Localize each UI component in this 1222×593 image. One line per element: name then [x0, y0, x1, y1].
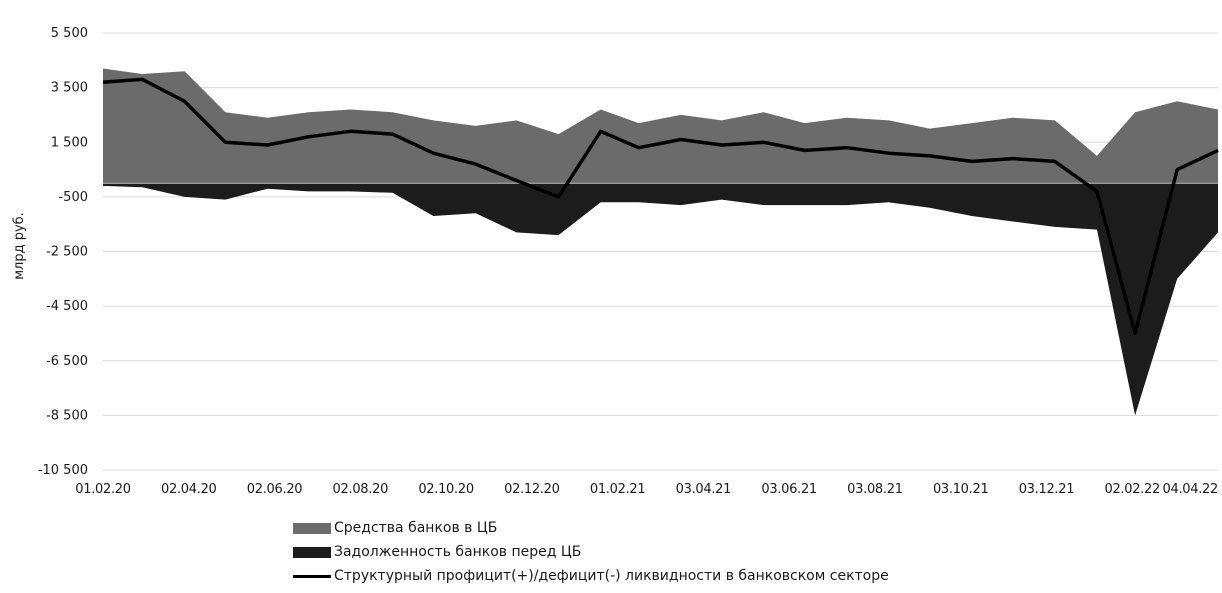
y-tick-label: -6 500 [46, 354, 88, 369]
x-tick-label: 02.02.22 [1104, 482, 1160, 497]
line-series-2 [102, 77, 1219, 336]
legend-label-structural-liquidity: Структурный профицит(+)/дефицит(-) ликви… [334, 568, 889, 584]
y-tick-label: -500 [58, 190, 88, 205]
x-tick-label: 03.06.21 [761, 482, 817, 497]
x-tick-label: 03.08.21 [847, 482, 903, 497]
x-tick-label: 03.10.21 [933, 482, 989, 497]
line-series [102, 77, 1219, 336]
x-tick-label: 02.04.20 [161, 482, 217, 497]
grid-lines [103, 32, 1218, 471]
area-series-1 [103, 183, 1218, 416]
y-tick-label: 5 500 [51, 26, 88, 41]
y-tick-label: -8 500 [46, 408, 88, 423]
legend-swatch-bank-debt [293, 546, 331, 558]
legend-label-bank-debt: Задолженность банков перед ЦБ [334, 544, 582, 560]
legend-item-structural-liquidity: Структурный профицит(+)/дефицит(-) ликви… [293, 564, 889, 588]
legend-label-bank-funds: Средства банков в ЦБ [334, 520, 498, 536]
x-tick-label: 02.06.20 [247, 482, 303, 497]
y-tick-label: -2 500 [46, 245, 88, 260]
y-axis-label: млрд руб. [12, 212, 27, 280]
legend-item-bank-funds: Средства банков в ЦБ [293, 516, 889, 540]
legend: Средства банков в ЦБ Задолженность банко… [293, 516, 889, 588]
x-tick-label: 02.12.20 [504, 482, 560, 497]
x-tick-label: 02.10.20 [418, 482, 474, 497]
legend-item-bank-debt: Задолженность банков перед ЦБ [293, 540, 889, 564]
y-tick-label: 3 500 [51, 81, 88, 96]
x-tick-label: 03.04.21 [676, 482, 732, 497]
y-tick-label: 1 500 [51, 135, 88, 150]
x-axis-ticks: 01.02.20 02.04.20 02.06.20 02.08.20 02.10.20… [75, 482, 1218, 497]
y-axis-ticks: 5 500 3 500 1 500 -500 -2 500 -4 500 -6 500 -8 … [38, 26, 88, 478]
x-tick-label: 03.12.21 [1019, 482, 1075, 497]
legend-swatch-bank-funds [293, 522, 331, 534]
area-series-0 [103, 68, 1218, 184]
legend-swatch-structural-liquidity [293, 574, 331, 578]
x-tick-label: 01.02.20 [75, 482, 131, 497]
y-tick-label: -10 500 [38, 463, 88, 478]
x-tick-label: 01.02.21 [590, 482, 646, 497]
y-tick-label: -4 500 [46, 299, 88, 314]
area-series [103, 68, 1218, 416]
x-tick-label: 02.08.20 [333, 482, 389, 497]
x-tick-label: 04.04.22 [1163, 482, 1219, 497]
